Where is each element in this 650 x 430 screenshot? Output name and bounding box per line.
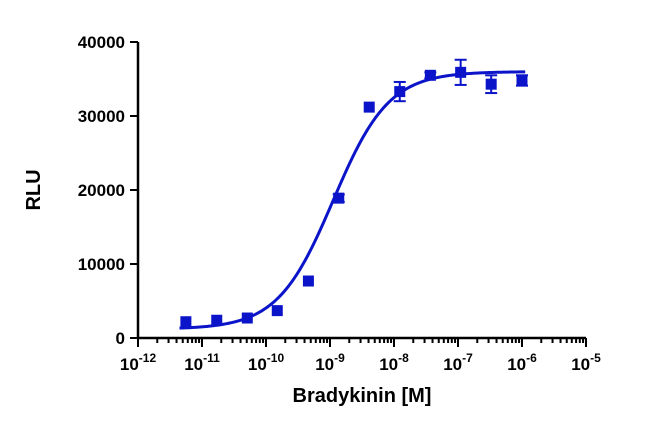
data-point	[455, 66, 467, 78]
y-tick-label: 10000	[78, 255, 125, 274]
x-tick-label: 10-5	[571, 351, 601, 374]
data-points	[180, 58, 528, 328]
data-point	[363, 101, 375, 113]
x-tick-label: 10-9	[315, 351, 345, 374]
data-point	[302, 275, 314, 287]
x-tick-label: 10-10	[248, 351, 285, 374]
data-point	[241, 312, 253, 324]
data-point	[333, 192, 345, 204]
y-tick-label: 0	[116, 329, 125, 348]
y-tick-label: 40000	[78, 33, 125, 52]
data-point	[485, 78, 497, 90]
y-tick-label: 20000	[78, 181, 125, 200]
fit-curve	[179, 70, 526, 330]
data-point	[211, 314, 223, 326]
y-ticks: 0 10000 20000 30000 40000	[78, 33, 138, 348]
y-tick-label: 30000	[78, 107, 125, 126]
x-axis-label: Bradykinin [M]	[293, 385, 432, 407]
x-tick-label: 10-6	[507, 351, 537, 374]
x-tick-label: 10-8	[379, 351, 409, 374]
x-tick-label: 10-7	[443, 351, 473, 374]
data-point	[180, 316, 192, 328]
data-point	[394, 86, 406, 98]
data-point	[516, 74, 528, 86]
data-point	[271, 305, 283, 317]
x-tick-label: 10-12	[120, 351, 157, 374]
fit-curve-group	[179, 70, 526, 330]
x-ticks: 10-12 10-11 10-10 10-9 10-8 10-7 10-6 10-5	[120, 338, 601, 374]
y-axis-label: RLU	[23, 169, 45, 210]
x-tick-label: 10-11	[184, 351, 220, 374]
data-point	[424, 69, 436, 81]
